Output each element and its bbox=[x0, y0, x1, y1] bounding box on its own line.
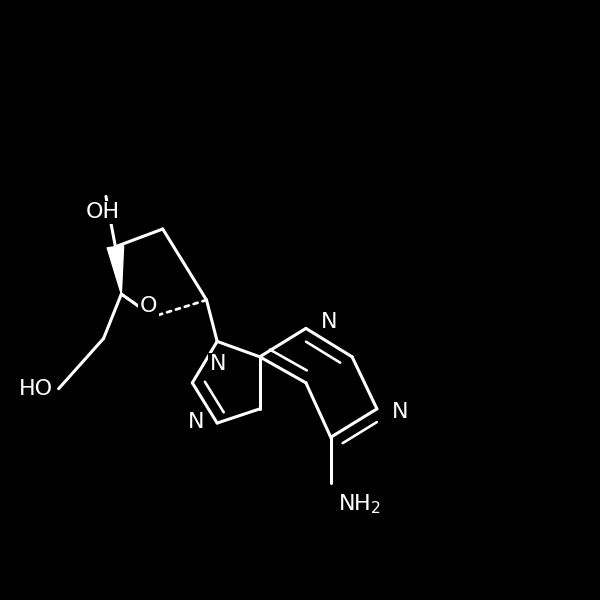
Text: OH: OH bbox=[86, 202, 120, 223]
Text: HO: HO bbox=[19, 379, 53, 399]
Polygon shape bbox=[107, 246, 124, 294]
Text: N: N bbox=[188, 412, 204, 432]
Text: N: N bbox=[392, 402, 408, 422]
Text: O: O bbox=[140, 296, 157, 316]
Text: N: N bbox=[321, 313, 337, 332]
Text: N: N bbox=[210, 355, 227, 374]
Text: NH$_2$: NH$_2$ bbox=[338, 492, 381, 516]
